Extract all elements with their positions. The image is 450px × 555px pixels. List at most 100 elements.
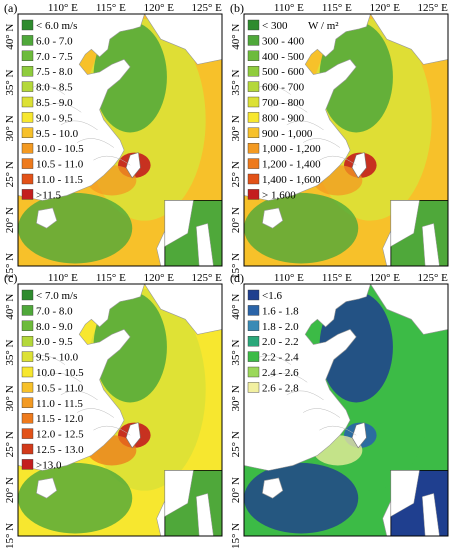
longitude-label: 115° E	[322, 2, 352, 14]
legend-swatch	[247, 65, 260, 77]
panel-letter: (c)	[4, 271, 17, 285]
legend-label: 400 - 500	[262, 51, 305, 63]
inset-land	[390, 200, 420, 247]
longitude-label: 110° E	[48, 272, 78, 284]
hainan-island	[262, 207, 284, 229]
sea-band-south	[244, 192, 359, 264]
legend-swatch	[21, 443, 34, 455]
longitude-label: 125° E	[418, 272, 449, 284]
longitude-label: 120° E	[144, 272, 175, 284]
latitude-label: 15° N	[4, 523, 16, 549]
longitude-label: 120° E	[370, 272, 401, 284]
legend-swatch	[247, 81, 260, 92]
latitude-label: 20° N	[4, 207, 16, 233]
legend-label: 9.5 - 10.0	[36, 128, 79, 140]
legend-label: >13.0	[36, 459, 62, 471]
map-panel-c: (c) 110° E 115° E 120° E 125° E 40° N 35° N 30°…	[4, 271, 223, 549]
longitude-label: 110° E	[274, 2, 304, 14]
legend-label: < 7.0 m/s	[36, 290, 77, 302]
mainland	[244, 14, 371, 201]
legend-label: 8.5 - 9.0	[36, 97, 73, 109]
legend-swatch	[21, 289, 34, 301]
legend-label: 600 - 700	[262, 82, 305, 94]
taiwan-island	[125, 422, 141, 449]
map-frame	[243, 283, 449, 537]
map-field	[18, 14, 222, 266]
legend-label: 1.8 - 2.0	[262, 321, 299, 333]
sea-band-south	[18, 462, 133, 534]
legend-swatch	[247, 173, 260, 185]
legend-swatch	[247, 112, 260, 123]
legend-swatch	[247, 289, 260, 301]
province-boundary	[44, 102, 82, 113]
hainan-island	[262, 477, 284, 499]
longitude-label: 115° E	[322, 272, 352, 284]
legend-label: 6.0 - 7.0	[36, 35, 73, 47]
sea-band-south	[244, 462, 359, 534]
legend-swatch	[21, 112, 34, 123]
legend-swatch	[247, 382, 260, 393]
longitude-label: 125° E	[192, 2, 223, 14]
legend-label: < 6.0 m/s	[36, 20, 77, 32]
panel-letter: (a)	[4, 1, 17, 15]
legend-label: 1,400 - 1,600	[262, 174, 321, 186]
province-boundary	[93, 155, 131, 166]
legend-label: 2.0 - 2.2	[262, 336, 299, 348]
latitude-label: 40° N	[230, 294, 242, 320]
inset-land	[164, 470, 194, 517]
mainland	[244, 284, 371, 471]
legend-label: 10.5 - 11.0	[36, 159, 84, 171]
province-boundary	[303, 138, 341, 148]
legend-swatch	[21, 305, 34, 316]
korea-peninsula	[144, 284, 222, 335]
inset-land	[390, 470, 420, 517]
legend-swatch	[21, 320, 34, 331]
legend-label: 1,200 - 1,400	[262, 159, 321, 171]
legend-swatch	[21, 127, 34, 139]
latitude-label: 30° N	[230, 115, 242, 141]
legend-label: 8.0 - 8.5	[36, 82, 73, 94]
mainland	[18, 284, 145, 471]
longitude-label: 115° E	[96, 272, 126, 284]
latitude-label: 40° N	[4, 294, 16, 320]
legend-label: 12.0 - 12.5	[36, 429, 84, 441]
latitude-label: 15° N	[4, 253, 16, 279]
legend-label: 2.2 - 2.4	[262, 352, 299, 364]
latitude-label: 15° N	[230, 523, 242, 549]
legend-label: < 300	[262, 20, 288, 32]
panel-letter: (d)	[230, 271, 244, 285]
province-boundary	[270, 102, 308, 113]
latitude-label: 35° N	[230, 339, 242, 365]
legend-swatch	[247, 351, 260, 362]
legend-swatch	[21, 19, 34, 31]
legend-unit: W / m²	[308, 20, 339, 32]
map-frame	[17, 283, 223, 537]
legend-swatch	[21, 50, 34, 61]
legend-label: 7.5 - 8.0	[36, 66, 73, 78]
legend-swatch	[21, 428, 34, 439]
legend-label: 500 - 600	[262, 66, 305, 78]
province-boundary	[319, 425, 357, 436]
legend-swatch	[21, 35, 34, 46]
panel-letter: (b)	[230, 1, 244, 15]
legend-label: 1,000 - 1,200	[262, 143, 321, 155]
legend-label: 9.5 - 10.0	[36, 352, 79, 364]
map-panel-b: (b) 110° E 115° E 120° E 125° E 40° N 35° N 30°…	[230, 1, 449, 279]
map-frame	[243, 13, 449, 267]
legend-swatch	[247, 320, 260, 331]
province-boundary	[286, 120, 324, 131]
taiwan-island	[125, 152, 141, 179]
longitude-label: 110° E	[48, 2, 78, 14]
legend-swatch	[247, 305, 260, 316]
legend-swatch	[21, 142, 34, 154]
province-boundary	[44, 372, 82, 383]
province-boundary	[303, 408, 341, 418]
province-boundary	[60, 120, 98, 131]
legend-swatch	[247, 142, 260, 154]
legend-swatch	[247, 127, 260, 139]
sea-band-south	[18, 192, 133, 264]
legend-label: 9.0 - 9.5	[36, 112, 73, 124]
legend-swatch	[247, 50, 260, 61]
legend-swatch	[247, 35, 260, 46]
